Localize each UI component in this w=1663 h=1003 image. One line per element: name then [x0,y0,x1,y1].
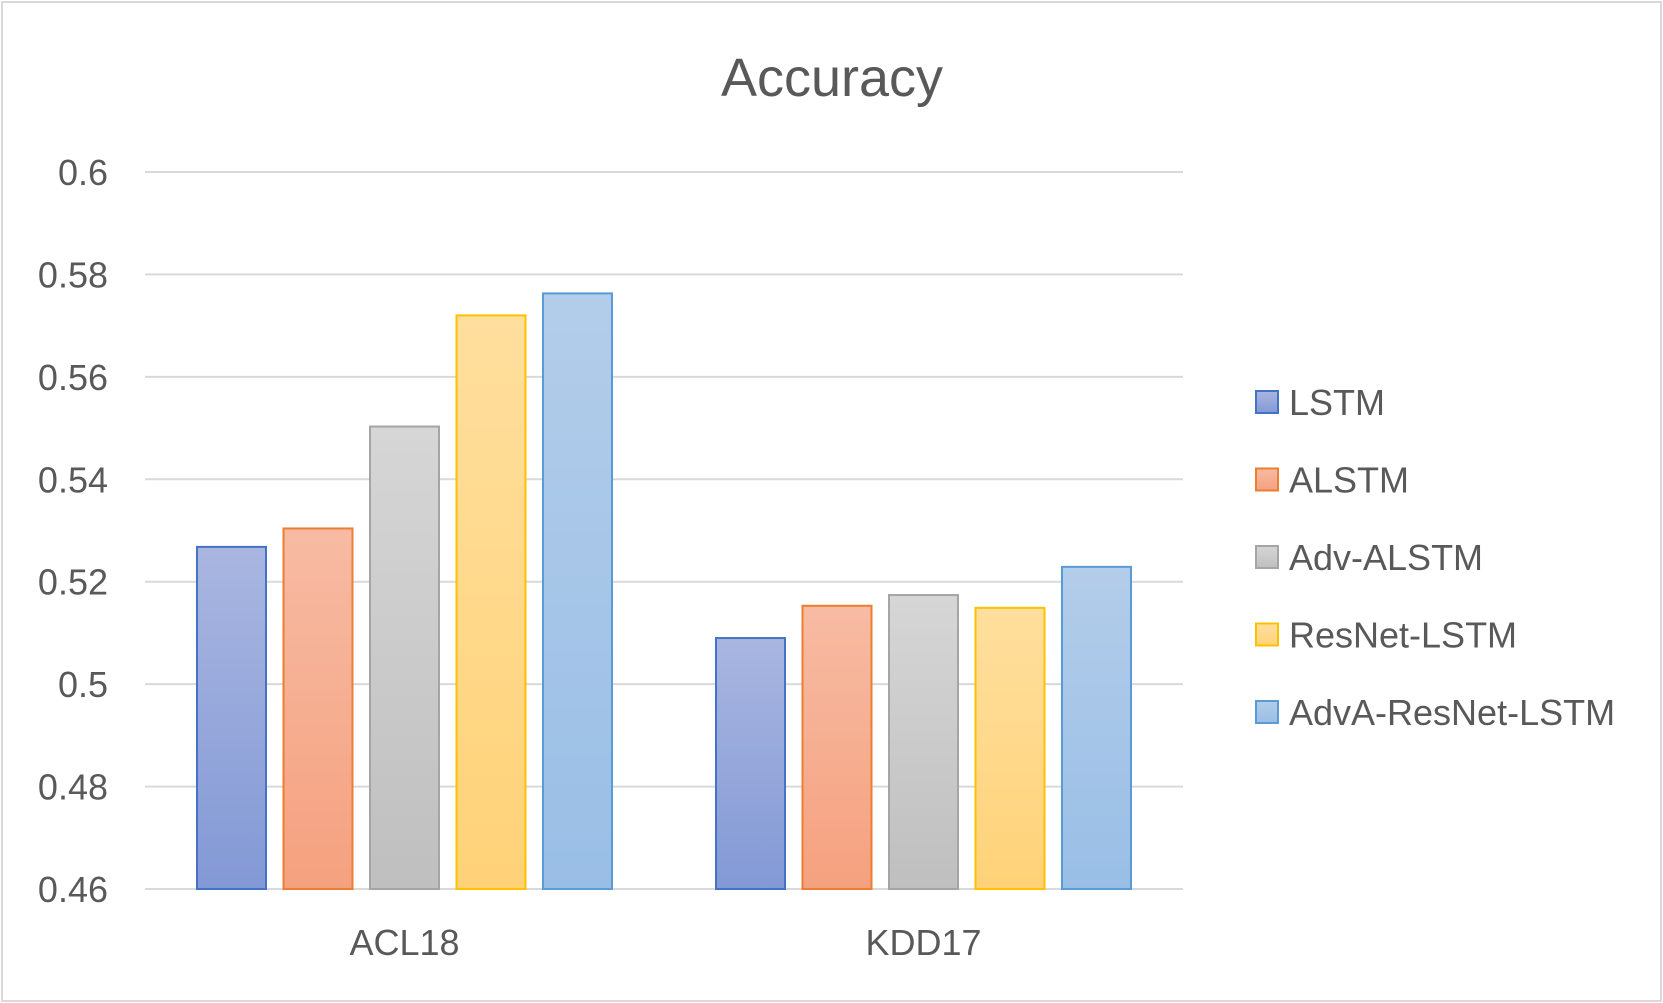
legend-label: Adv-ALSTM [1289,537,1483,578]
legend-swatch [1255,622,1279,647]
bar-resnet-lstm-kdd17 [974,606,1046,890]
y-tick-label: 0.6 [58,152,108,193]
bar-lstm-kdd17 [715,637,786,890]
bar-adva-resnet-lstm-acl18 [542,292,613,890]
legend-label: ALSTM [1289,460,1409,501]
bars [196,292,1132,891]
y-tick-label: 0.54 [38,459,108,500]
y-tick-label: 0.52 [38,562,108,603]
legend-label: ResNet-LSTM [1289,615,1517,656]
bar-lstm-acl18 [196,545,267,890]
legend-swatch [1255,545,1279,569]
bar-adv-alstm-acl18 [369,425,440,890]
x-category-label: KDD17 [865,922,981,963]
y-tick-label: 0.58 [38,254,108,295]
y-tick-label: 0.56 [38,357,108,398]
y-axis-tick-labels: 0.46 0.48 0.5 0.52 0.54 0.56 0.58 0.6 [38,152,108,910]
bar-alstm-acl18 [282,527,354,890]
legend-swatch [1255,390,1279,414]
y-tick-label: 0.5 [58,664,108,705]
bar-resnet-lstm-acl18 [455,314,527,890]
bar-adv-alstm-kdd17 [888,594,959,891]
bar-alstm-kdd17 [801,604,873,890]
legend-swatch [1255,700,1279,724]
legend-label: LSTM [1289,382,1385,423]
bar-adva-resnet-lstm-kdd17 [1061,565,1132,890]
y-tick-label: 0.46 [38,869,108,910]
chart-title: Accuracy [721,48,943,108]
legend-swatch [1255,467,1279,492]
legend-label: AdvA-ResNet-LSTM [1289,692,1615,733]
y-tick-label: 0.48 [38,767,108,808]
legend: LSTM ALSTM Adv-ALSTM ResNet-LSTM AdvA-ResNet… [1255,382,1615,733]
x-category-label: ACL18 [349,922,459,963]
x-axis-category-labels: ACL18 KDD17 [349,922,981,963]
